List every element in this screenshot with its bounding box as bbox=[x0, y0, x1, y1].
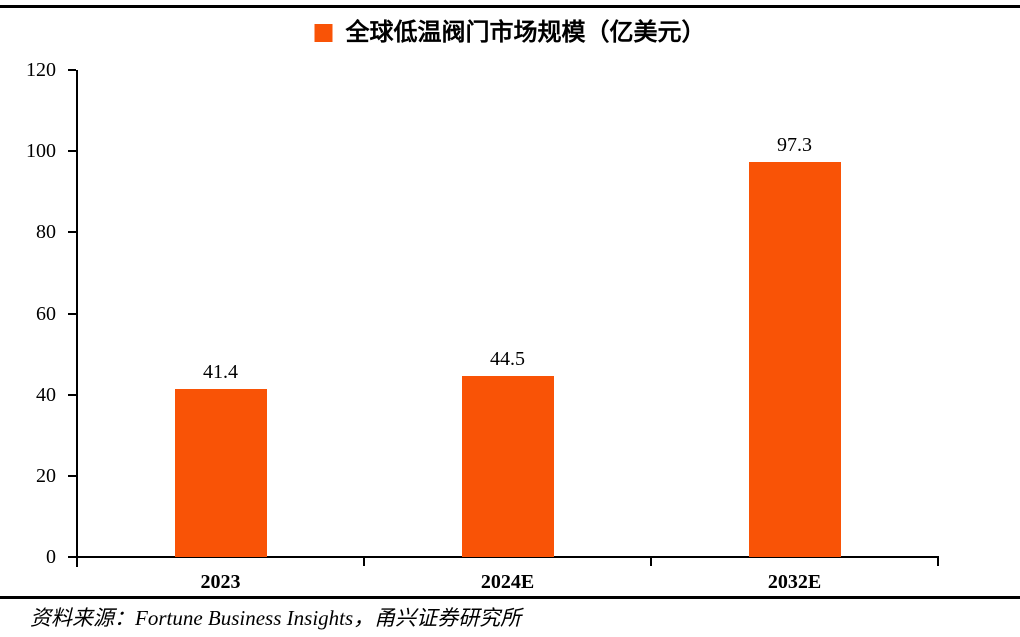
bottom-divider bbox=[0, 596, 1020, 599]
x-axis-tick bbox=[937, 556, 939, 566]
y-axis-tick bbox=[68, 312, 76, 315]
source-note: 资料来源：Fortune Business Insights，甬兴证券研究所 bbox=[30, 606, 522, 630]
y-axis-tick-label: 120 bbox=[26, 59, 56, 81]
bar-value-label: 44.5 bbox=[490, 348, 525, 371]
bar-value-label: 97.3 bbox=[777, 134, 812, 157]
bar-value-label: 41.4 bbox=[203, 360, 238, 383]
bar bbox=[461, 376, 554, 557]
y-axis-tick-label: 40 bbox=[36, 383, 56, 406]
y-axis-tick bbox=[68, 556, 76, 558]
chart-legend: 全球低温阀门市场规模（亿美元） bbox=[314, 19, 706, 47]
y-axis-tick-label: 20 bbox=[36, 464, 56, 487]
y-axis-tick bbox=[68, 69, 76, 71]
x-axis-category-label: 2032E bbox=[767, 571, 822, 593]
legend-marker-square bbox=[314, 24, 333, 42]
top-divider bbox=[0, 5, 1020, 8]
x-axis-tick bbox=[363, 556, 365, 566]
bar bbox=[174, 388, 267, 557]
y-axis-tick bbox=[68, 474, 76, 477]
y-axis-tick-label: 60 bbox=[36, 302, 56, 325]
x-axis-tick bbox=[650, 556, 652, 566]
y-axis-tick-label: 100 bbox=[26, 140, 56, 163]
y-axis-tick bbox=[68, 150, 76, 153]
y-axis-tick-label: 80 bbox=[36, 221, 56, 244]
y-axis-tick bbox=[68, 393, 76, 396]
x-axis-line bbox=[76, 556, 939, 558]
bar bbox=[748, 162, 841, 557]
y-axis-line bbox=[76, 70, 78, 567]
y-axis-tick-label: 0 bbox=[46, 546, 56, 568]
x-axis-category-label: 2024E bbox=[480, 571, 535, 593]
legend-label: 全球低温阀门市场规模（亿美元） bbox=[345, 20, 706, 46]
y-axis-tick bbox=[68, 231, 76, 234]
x-axis-category-label: 2023 bbox=[200, 571, 241, 593]
